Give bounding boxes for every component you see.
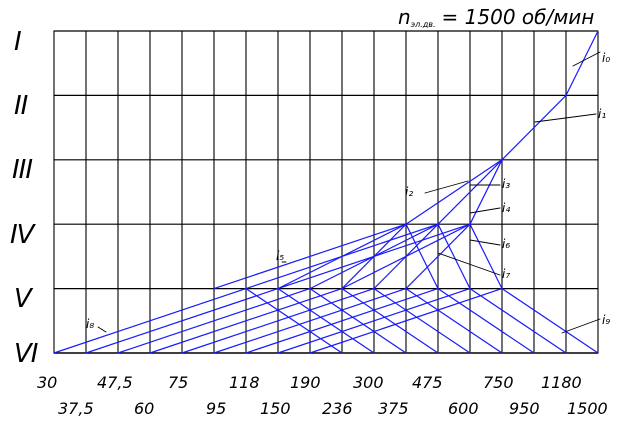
transmission-ray xyxy=(501,94,567,161)
transmission-ray xyxy=(245,288,343,354)
ratio-label-i7: i₇ xyxy=(502,267,510,281)
shaft-label-1: I xyxy=(14,27,21,57)
transmission-ray xyxy=(437,159,503,225)
speed-label: 30 xyxy=(37,373,57,392)
speed-label: 1180 xyxy=(541,373,582,392)
speed-label: 75 xyxy=(168,373,188,392)
transmission-ray xyxy=(309,288,407,354)
transmission-ray xyxy=(213,223,407,290)
transmission-ray xyxy=(405,288,503,354)
transmission-ray xyxy=(373,288,471,354)
transmission-ray xyxy=(469,288,567,354)
transmission-ray xyxy=(565,30,599,97)
transmission-ray xyxy=(469,223,503,290)
transmission-ray xyxy=(437,223,471,290)
transmission-ray xyxy=(277,288,471,354)
speed-label: 375 xyxy=(378,399,409,418)
title-prefix: n xyxy=(398,5,411,29)
speed-label: 750 xyxy=(483,373,514,392)
transmission-ray xyxy=(213,288,407,354)
ratio-label-i0: i₀ xyxy=(602,51,610,65)
speed-label: 600 xyxy=(448,399,479,418)
shaft-labels: I II III IV V VI xyxy=(10,27,39,369)
speed-label: 300 xyxy=(353,373,384,392)
transmission-ray xyxy=(117,288,311,354)
ratio-label-i2: i₂ xyxy=(405,185,413,199)
ratio-leaders xyxy=(97,51,601,334)
shaft-label-6: VI xyxy=(14,339,38,369)
ratio-label-i3: i₃ xyxy=(502,177,510,191)
speed-label: 1500 xyxy=(567,399,608,418)
transmission-ray xyxy=(341,223,471,290)
shaft-label-5: V xyxy=(14,284,34,314)
transmission-ray xyxy=(405,223,471,290)
diagram-title: nэл.дв. = 1500 об/мин xyxy=(398,5,594,29)
ratio-label-i6: i₆ xyxy=(502,237,510,251)
ratio-labels: i₀ i₁ i₂ i₃ i₄ i₅ i₆ i₇ i₈ i₉ xyxy=(86,51,610,331)
transmission-ray xyxy=(501,288,599,354)
speed-label: 95 xyxy=(206,399,226,418)
ratio-leader-line xyxy=(97,326,107,333)
transmission-ray xyxy=(469,159,503,225)
transmission-ray xyxy=(437,288,535,354)
title-text: = 1500 об/мин xyxy=(442,5,595,29)
ratio-label-i5: i₅ xyxy=(276,249,284,263)
transmission-ray xyxy=(277,223,471,290)
transmission-ray xyxy=(85,288,279,354)
shaft-label-3: III xyxy=(12,155,32,185)
ratio-leader-line xyxy=(561,318,601,334)
speed-label: 950 xyxy=(509,399,540,418)
transmission-ray xyxy=(277,288,375,354)
speed-label: 47,5 xyxy=(97,373,133,392)
ratio-label-i8: i₈ xyxy=(86,317,94,331)
ratio-leader-line xyxy=(572,51,601,67)
ratio-leader-line xyxy=(437,252,501,276)
ratio-leader-line xyxy=(469,207,501,214)
speed-label: 37,5 xyxy=(58,399,94,418)
shaft-label-2: II xyxy=(14,91,28,121)
shaft-label-4: IV xyxy=(10,220,37,250)
transmission-ray xyxy=(405,159,503,225)
transmission-ray xyxy=(53,288,247,354)
transmission-ray xyxy=(245,288,439,354)
ratio-label-i1: i₁ xyxy=(598,107,606,121)
transmission-rays xyxy=(53,30,599,354)
speed-label: 190 xyxy=(290,373,321,392)
ratio-leader-line xyxy=(469,239,501,246)
ratio-leader-line xyxy=(424,180,469,194)
transmission-ray xyxy=(181,288,375,354)
speed-label: 118 xyxy=(229,373,260,392)
speed-label: 475 xyxy=(412,373,443,392)
speed-label: 150 xyxy=(260,399,291,418)
transmission-ray xyxy=(405,223,439,290)
ratio-label-i9: i₉ xyxy=(602,313,610,327)
ratio-leader-line xyxy=(534,113,597,123)
speed-label: 60 xyxy=(134,399,154,418)
transmission-ray xyxy=(149,288,343,354)
transmission-ray xyxy=(341,288,439,354)
speed-label: 236 xyxy=(322,399,353,418)
title-subscript: эл.дв. xyxy=(411,20,436,29)
transmission-ray xyxy=(309,288,503,354)
speed-scale: 30 47,5 75 118 190 300 475 750 1180 37,5… xyxy=(37,373,608,418)
transmission-ray xyxy=(245,223,439,290)
ratio-label-i4: i₄ xyxy=(502,201,510,215)
